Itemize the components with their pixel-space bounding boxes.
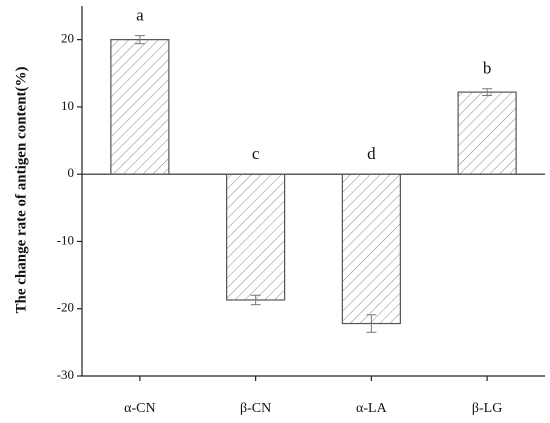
x-tick-label: β-CN — [240, 401, 271, 416]
significance-letter: a — [136, 6, 144, 25]
bar — [457, 91, 517, 175]
x-tick-label: α-CN — [124, 401, 155, 416]
y-tick-label: -10 — [57, 232, 74, 247]
y-tick-label: 10 — [61, 98, 74, 113]
bar — [341, 173, 401, 325]
bar — [226, 173, 286, 301]
bar — [110, 39, 170, 175]
x-tick-label: α-LA — [356, 401, 388, 416]
y-tick-label: -30 — [57, 367, 74, 382]
x-tick-label: β-LG — [472, 401, 502, 416]
y-tick-label: -20 — [57, 300, 74, 315]
significance-letter: b — [483, 59, 492, 78]
y-tick-label: 20 — [61, 31, 74, 46]
significance-letter: c — [252, 144, 260, 163]
significance-letter: d — [367, 144, 376, 163]
y-tick-label: 0 — [68, 165, 75, 180]
y-axis-label: The change rate of antigen content(%) — [13, 66, 29, 313]
